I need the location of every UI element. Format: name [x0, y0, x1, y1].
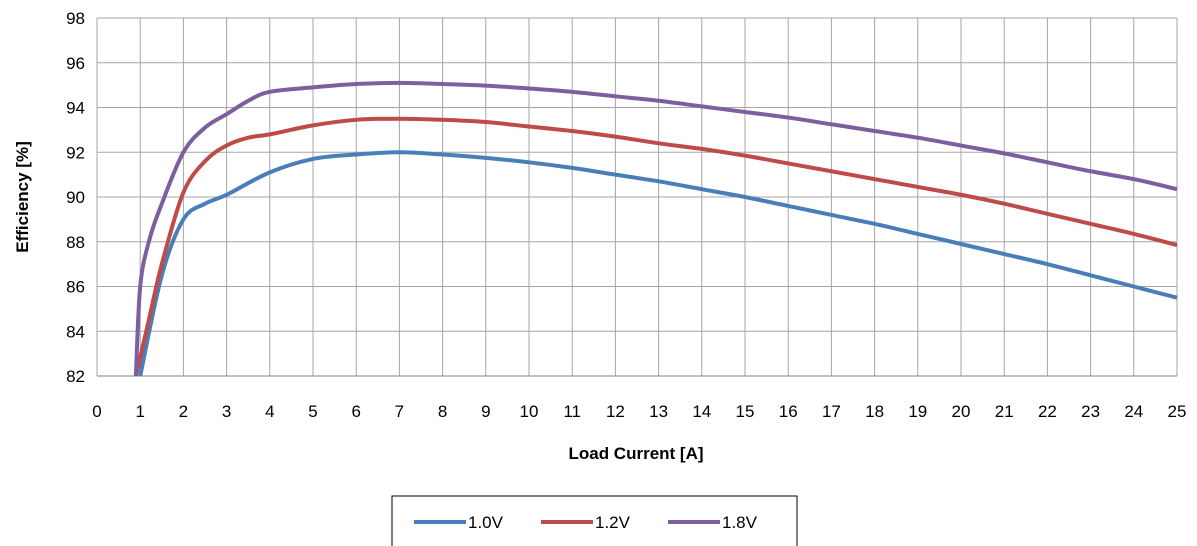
x-tick-label: 5	[308, 402, 317, 421]
x-axis-title: Load Current [A]	[568, 444, 703, 463]
series-line-1-8v	[133, 80, 1178, 377]
legend-label: 1.0V	[468, 513, 504, 532]
x-tick-label: 9	[481, 402, 490, 421]
series-lines	[133, 80, 1178, 377]
x-tick-label: 15	[736, 402, 755, 421]
y-tick-label: 88	[66, 233, 85, 252]
y-tick-label: 96	[66, 54, 85, 73]
x-tick-label: 21	[995, 402, 1014, 421]
y-tick-label: 98	[66, 9, 85, 28]
y-tick-label: 86	[66, 278, 85, 297]
x-tick-label: 12	[606, 402, 625, 421]
x-tick-label: 24	[1124, 402, 1143, 421]
x-tick-label: 11	[563, 402, 581, 421]
x-tick-label: 8	[438, 402, 447, 421]
legend-label: 1.2V	[595, 513, 631, 532]
x-tick-label: 1	[135, 402, 144, 421]
y-tick-label: 84	[66, 322, 85, 341]
x-tick-label: 3	[222, 402, 231, 421]
series-line-1-0v	[138, 150, 1178, 377]
x-tick-label: 2	[179, 402, 188, 421]
x-tick-label: 19	[908, 402, 927, 421]
x-tick-label: 0	[92, 402, 101, 421]
x-tick-labels: 0 1 2 3 4 5 6 7 8 9 10 11 12 13 14 15 16 17 18 19 20 21 22 23 24…	[92, 402, 1186, 421]
y-tick-label: 92	[66, 143, 85, 162]
x-tick-label: 13	[649, 402, 668, 421]
y-tick-labels: 82 84 86 88 90 92 94 96 98	[66, 9, 85, 386]
x-tick-label: 14	[692, 402, 711, 421]
x-tick-label: 16	[779, 402, 798, 421]
y-tick-label: 82	[66, 367, 85, 386]
x-tick-label: 17	[822, 402, 841, 421]
y-tick-label: 90	[66, 188, 85, 207]
x-tick-label: 20	[952, 402, 971, 421]
x-tick-label: 22	[1038, 402, 1057, 421]
legend: 1.0V 1.2V 1.8V	[391, 495, 798, 546]
series-line-1-2v	[133, 116, 1178, 377]
x-tick-label: 25	[1168, 402, 1187, 421]
x-tick-label: 18	[865, 402, 884, 421]
y-tick-label: 94	[66, 99, 85, 118]
x-tick-label: 10	[520, 402, 539, 421]
x-tick-label: 7	[395, 402, 404, 421]
x-tick-label: 4	[265, 402, 274, 421]
y-axis-title: Efficiency [%]	[13, 141, 32, 252]
x-tick-label: 6	[351, 402, 360, 421]
grid	[96, 17, 1178, 377]
legend-label: 1.8V	[722, 513, 758, 532]
x-tick-label: 23	[1081, 402, 1100, 421]
